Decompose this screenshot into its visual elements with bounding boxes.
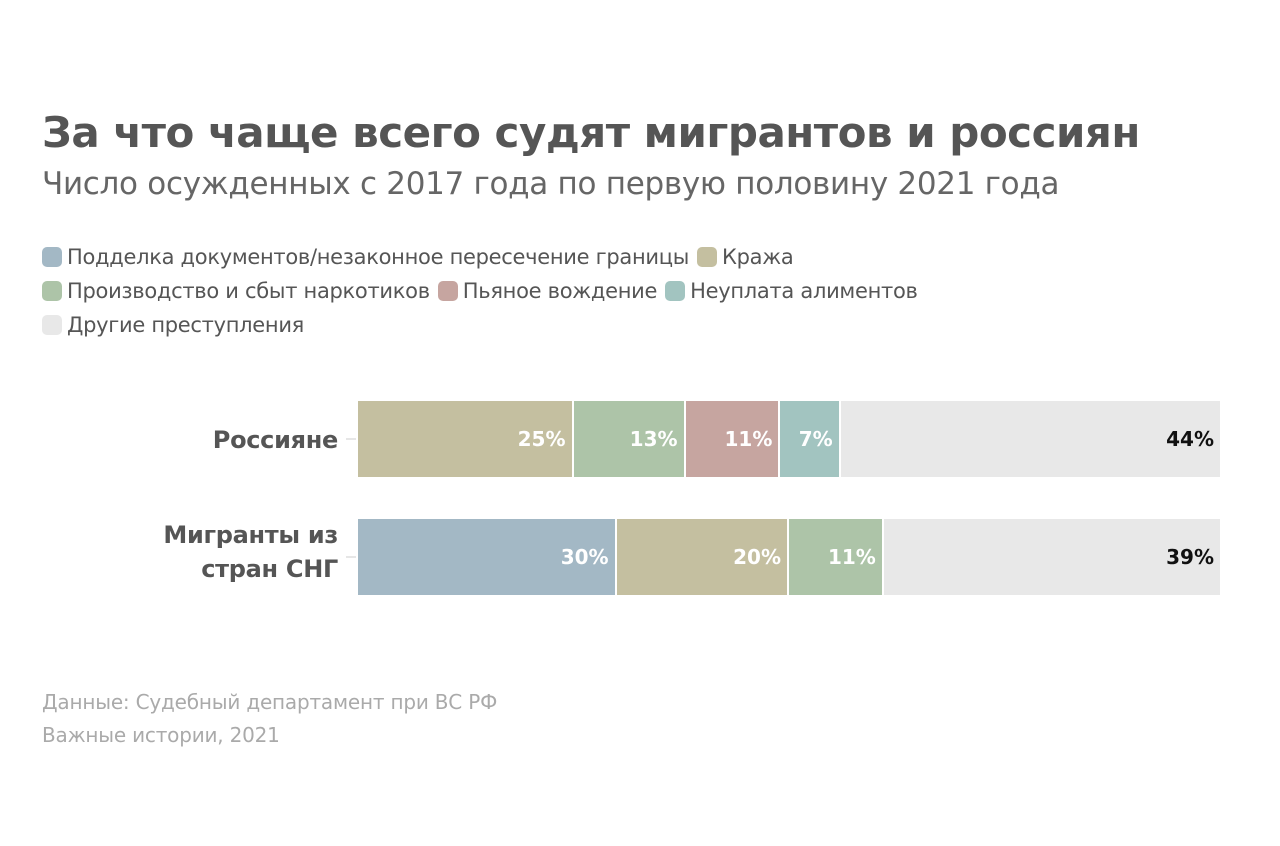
source-line: Важные истории, 2021 bbox=[42, 723, 280, 747]
legend-swatch bbox=[42, 281, 62, 301]
legend-item-other: Другие преступления bbox=[42, 313, 304, 337]
category-label-russians: Россияне bbox=[212, 423, 339, 457]
bar-segment-other: 39% bbox=[883, 519, 1220, 595]
axis-tick bbox=[346, 556, 356, 558]
category-label-migrants: Мигранты из стран СНГ bbox=[163, 518, 338, 586]
legend-label: Пьяное вождение bbox=[462, 279, 658, 303]
legend-label: Подделка документов/незаконное пересечен… bbox=[67, 245, 690, 269]
bar-segment-theft: 25% bbox=[358, 401, 572, 477]
legend-label: Другие преступления bbox=[67, 313, 305, 337]
bar-segment-theft: 20% bbox=[616, 519, 787, 595]
legend-item-alimony: Неуплата алиментов bbox=[665, 279, 918, 303]
legend: Подделка документов/незаконное пересечен… bbox=[42, 240, 1042, 342]
legend-item-forgery: Подделка документов/незаконное пересечен… bbox=[42, 245, 689, 269]
chart-title: За что чаще всего судят мигрантов и росс… bbox=[42, 108, 1140, 157]
legend-swatch bbox=[42, 247, 62, 267]
legend-swatch bbox=[697, 247, 718, 267]
source-line: Данные: Судебный департамент при ВС РФ bbox=[42, 690, 498, 714]
chart-subtitle: Число осужденных с 2017 года по первую п… bbox=[42, 166, 1060, 202]
data-label: 11% bbox=[724, 427, 773, 451]
category-label-line: Россияне bbox=[212, 426, 339, 454]
data-label: 30% bbox=[560, 545, 609, 569]
data-label: 7% bbox=[798, 427, 833, 451]
data-label: 44% bbox=[1166, 427, 1214, 451]
data-label: 11% bbox=[827, 545, 876, 569]
bar-segment-other: 44% bbox=[840, 401, 1220, 477]
data-label: 13% bbox=[629, 427, 678, 451]
legend-label: Неуплата алиментов bbox=[690, 279, 918, 303]
data-label: 39% bbox=[1166, 545, 1214, 569]
bar-segment-drunk: 11% bbox=[685, 401, 779, 477]
bar-segment-alimony: 7% bbox=[780, 401, 839, 477]
legend-item-theft: Кража bbox=[697, 245, 794, 269]
category-label-line: стран СНГ bbox=[201, 555, 338, 583]
bar-russians: 25% 13% 11% 7% 44% bbox=[358, 401, 1220, 477]
data-label: 25% bbox=[517, 427, 566, 451]
legend-label: Кража bbox=[722, 245, 794, 269]
data-label: 20% bbox=[733, 545, 781, 569]
axis-tick bbox=[346, 438, 356, 440]
category-label-line: Мигранты из bbox=[163, 521, 338, 549]
legend-item-drugs: Производство и сбыт наркотиков bbox=[42, 279, 430, 303]
legend-swatch bbox=[437, 281, 458, 301]
legend-item-drunk: Пьяное вождение bbox=[437, 279, 658, 303]
source-note: Данные: Судебный департамент при ВС РФ В… bbox=[42, 686, 497, 752]
legend-label: Производство и сбыт наркотиков bbox=[67, 279, 430, 303]
bar-segment-drugs: 11% bbox=[789, 519, 882, 595]
legend-swatch bbox=[42, 315, 62, 335]
legend-swatch bbox=[665, 281, 686, 301]
bar-segment-forgery: 30% bbox=[358, 519, 615, 595]
bar-segment-drugs: 13% bbox=[573, 401, 684, 477]
bar-migrants: 30% 20% 11% 39% bbox=[358, 519, 1220, 595]
